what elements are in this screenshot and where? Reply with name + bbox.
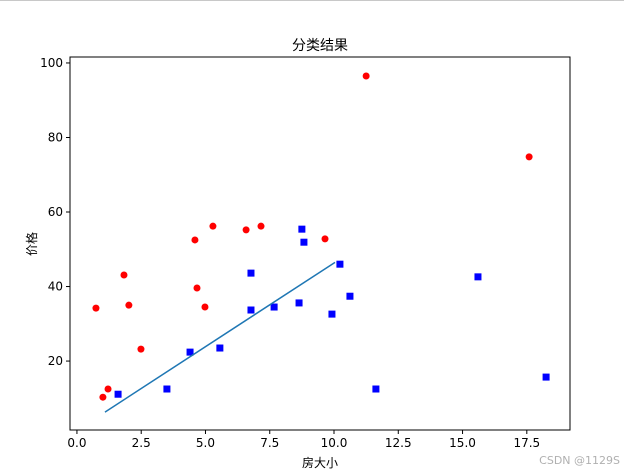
- x-tick-label: 12.5: [385, 436, 412, 450]
- point: [328, 310, 336, 318]
- point: [191, 236, 199, 244]
- point: [372, 385, 380, 393]
- point: [362, 72, 370, 80]
- y-tick-label: 80: [48, 130, 63, 144]
- x-tick-label: 10.0: [321, 436, 348, 450]
- x-axis-label: 房大小: [302, 455, 338, 470]
- point: [125, 301, 133, 309]
- y-tick-label: 20: [48, 354, 63, 368]
- y-tick-label: 60: [48, 205, 63, 219]
- point: [163, 385, 171, 393]
- point: [201, 303, 209, 311]
- x-tick-label: 0.0: [67, 436, 86, 450]
- chart-title: 分类结果: [292, 38, 348, 54]
- y-axis-label: 价格: [24, 232, 39, 256]
- point: [216, 344, 224, 352]
- point: [474, 273, 482, 281]
- line: [104, 261, 336, 413]
- plot-frame: [69, 56, 571, 431]
- point: [247, 306, 255, 314]
- point: [186, 348, 194, 356]
- point: [120, 271, 128, 279]
- point: [193, 284, 201, 292]
- x-tick-label: 5.0: [196, 436, 215, 450]
- point: [346, 292, 354, 300]
- y-tick-label: 40: [48, 280, 63, 294]
- point: [247, 269, 255, 277]
- x-tick-label: 15.0: [449, 436, 476, 450]
- point: [137, 345, 145, 353]
- x-tick-label: 17.5: [513, 436, 540, 450]
- x-tick-label: 7.5: [260, 436, 279, 450]
- point: [209, 222, 217, 230]
- x-tick-label: 2.5: [132, 436, 151, 450]
- point: [321, 235, 329, 243]
- point: [257, 222, 265, 230]
- point: [295, 299, 303, 307]
- point: [270, 303, 278, 311]
- point: [242, 226, 250, 234]
- point: [114, 390, 122, 398]
- point: [336, 260, 344, 268]
- point: [525, 153, 533, 161]
- point: [542, 373, 550, 381]
- point: [104, 385, 112, 393]
- point: [99, 393, 107, 401]
- y-tick-label: 100: [40, 56, 63, 70]
- point: [300, 238, 308, 246]
- watermark: CSDN @1129S: [539, 454, 620, 467]
- point: [298, 225, 306, 233]
- point: [92, 304, 100, 312]
